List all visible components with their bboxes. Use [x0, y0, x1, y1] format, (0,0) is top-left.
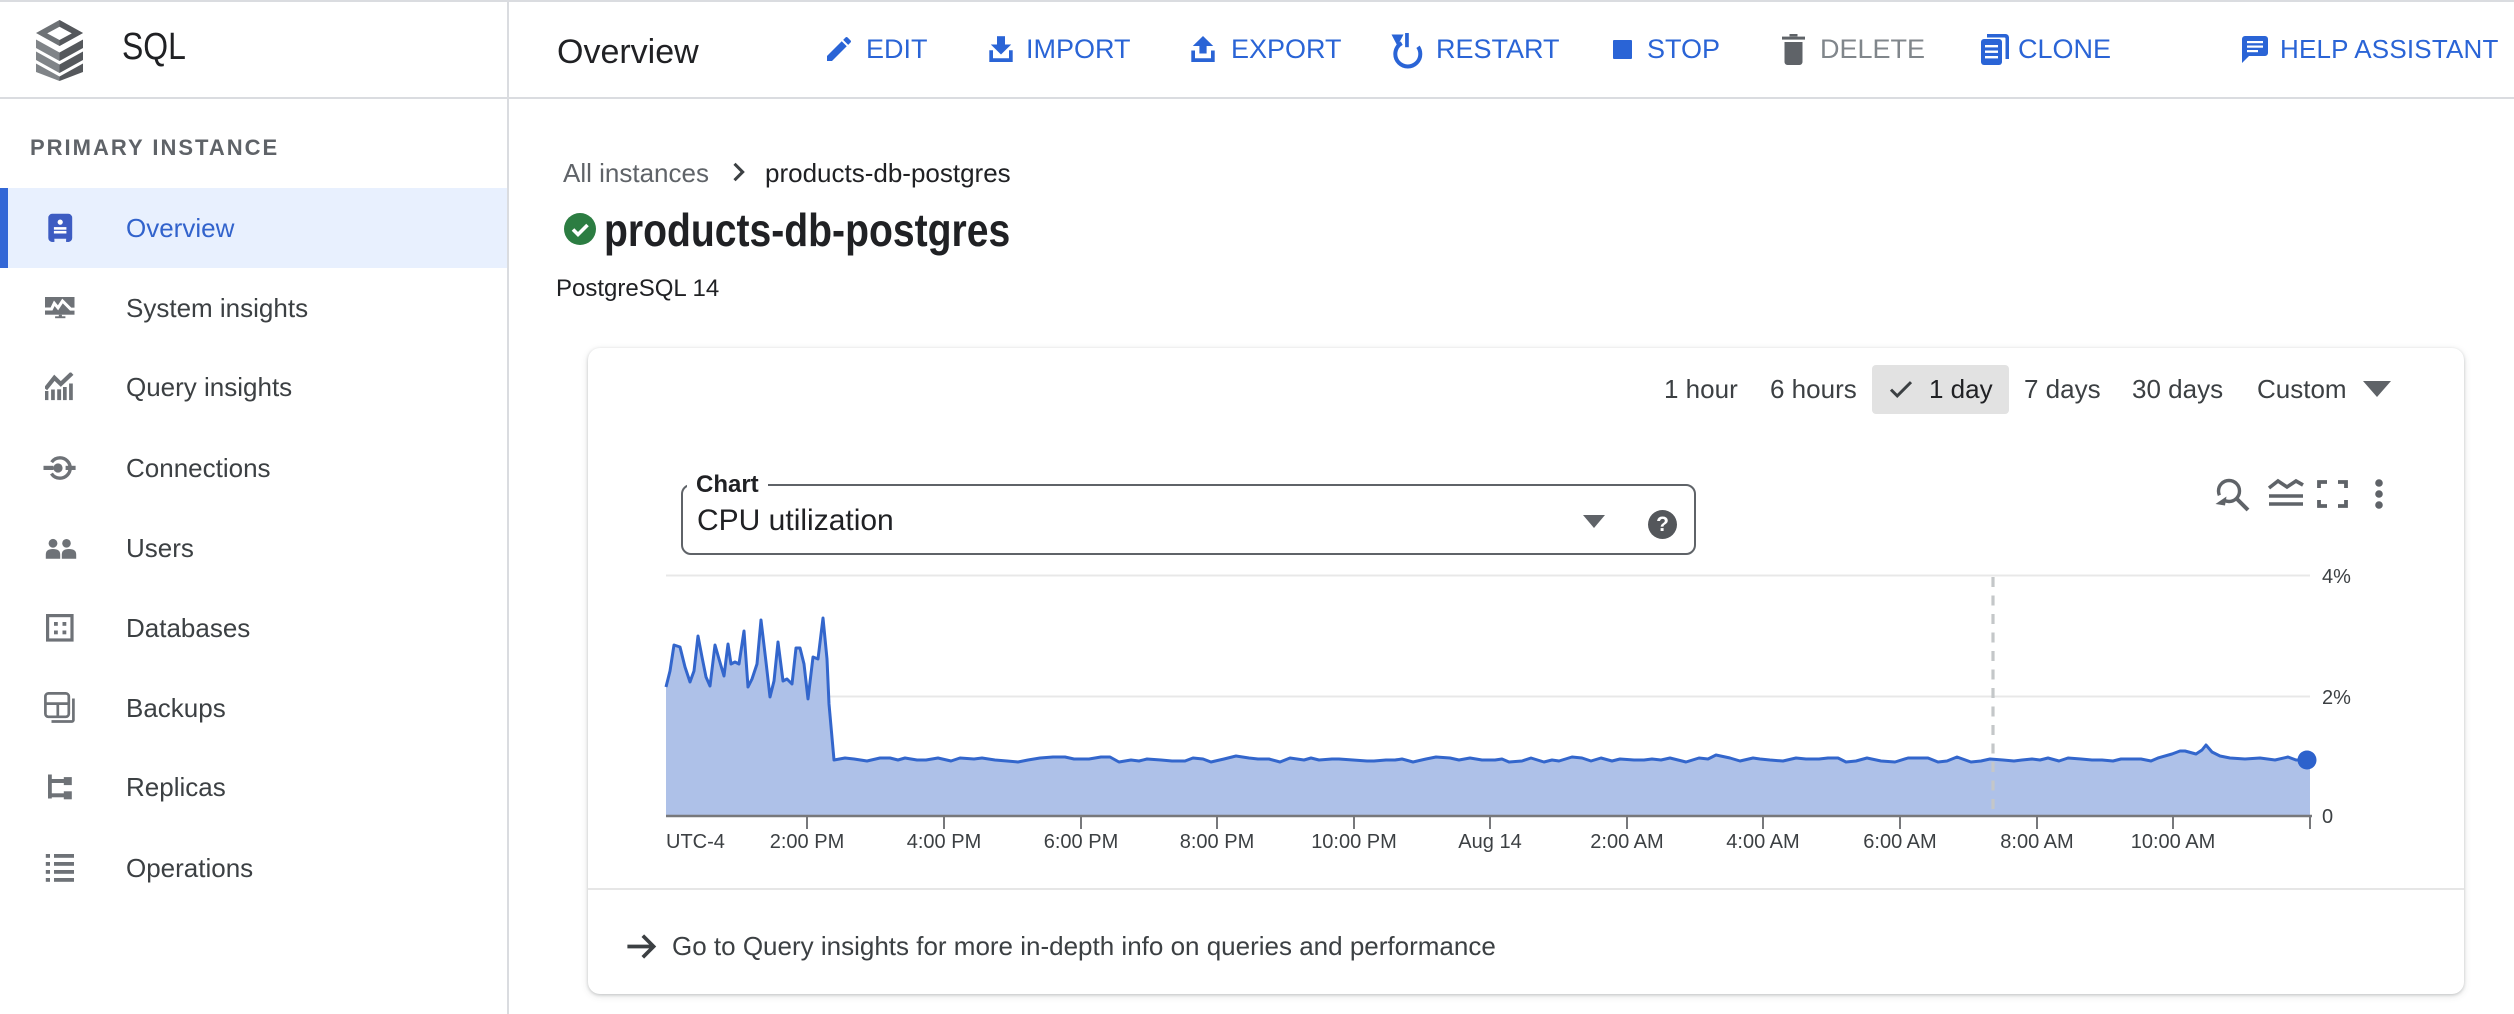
svg-text:UTC-4: UTC-4	[666, 831, 725, 853]
svg-text:10:00 AM: 10:00 AM	[2131, 831, 2216, 853]
svg-text:8:00 AM: 8:00 AM	[2000, 831, 2073, 853]
svg-text:6:00 PM: 6:00 PM	[1044, 831, 1118, 853]
svg-text:4:00 AM: 4:00 AM	[1726, 831, 1799, 853]
svg-text:10:00 PM: 10:00 PM	[1311, 831, 1397, 853]
svg-text:4%: 4%	[2322, 566, 2351, 588]
svg-text:2%: 2%	[2322, 687, 2351, 709]
svg-text:8:00 PM: 8:00 PM	[1180, 831, 1254, 853]
svg-text:2:00 PM: 2:00 PM	[770, 831, 844, 853]
svg-text:Aug 14: Aug 14	[1458, 831, 1521, 853]
svg-text:6:00 AM: 6:00 AM	[1863, 831, 1936, 853]
svg-text:4:00 PM: 4:00 PM	[907, 831, 981, 853]
svg-text:0: 0	[2322, 806, 2333, 828]
svg-text:2:00 AM: 2:00 AM	[1590, 831, 1663, 853]
